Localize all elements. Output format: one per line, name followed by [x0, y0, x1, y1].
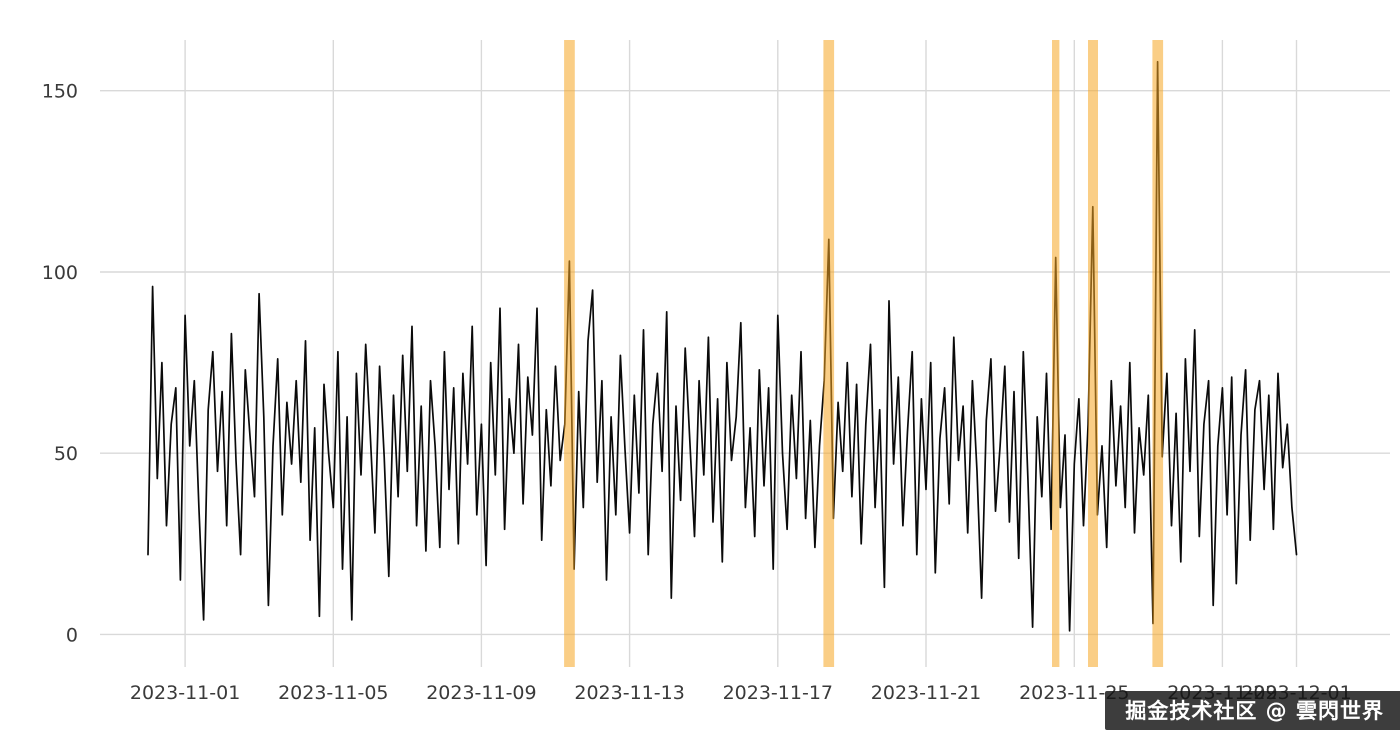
- x-tick-label: 2023-11-13: [574, 682, 684, 704]
- series-line: [147, 60, 1298, 632]
- x-tick-label: 2023-11-17: [723, 682, 833, 704]
- y-tick-label: 50: [54, 443, 78, 465]
- highlight-band: [1052, 40, 1060, 667]
- watermark: 掘金技术社区 @ 雲閃世界: [1105, 691, 1400, 730]
- x-tick-label: 2023-11-05: [278, 682, 388, 704]
- highlight-band: [1152, 40, 1164, 667]
- highlight-band: [564, 40, 575, 667]
- y-tick-label: 0: [66, 624, 78, 646]
- y-tick-label: 100: [42, 262, 78, 284]
- y-tick-label: 150: [42, 81, 78, 103]
- x-tick-label: 2023-11-09: [426, 682, 536, 704]
- x-tick-label: 2023-11-21: [871, 682, 981, 704]
- x-tick-label: 2023-11-25: [1019, 682, 1129, 704]
- x-tick-label: 2023-11-01: [130, 682, 240, 704]
- highlight-band: [823, 40, 835, 667]
- highlight-band: [1088, 40, 1098, 667]
